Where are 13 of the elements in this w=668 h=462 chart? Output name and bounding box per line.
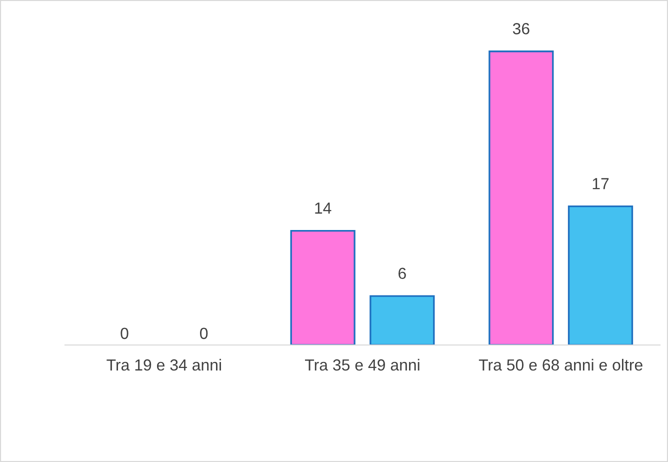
data-label: 0 xyxy=(120,328,128,340)
x-tick-label: Tra 19 e 34 anni xyxy=(106,358,221,371)
data-label: 17 xyxy=(592,178,609,190)
bar xyxy=(370,295,435,345)
bar xyxy=(290,230,356,345)
data-label: 36 xyxy=(512,23,530,34)
bar xyxy=(488,50,554,345)
data-label: 6 xyxy=(398,268,406,280)
x-tick-label: Tra 35 e 49 anni xyxy=(305,358,420,371)
bar xyxy=(568,206,634,345)
data-label: 0 xyxy=(200,328,208,340)
data-label: 14 xyxy=(315,202,332,214)
x-tick-label: Tra 50 e 68 anni e oltre xyxy=(478,358,642,371)
